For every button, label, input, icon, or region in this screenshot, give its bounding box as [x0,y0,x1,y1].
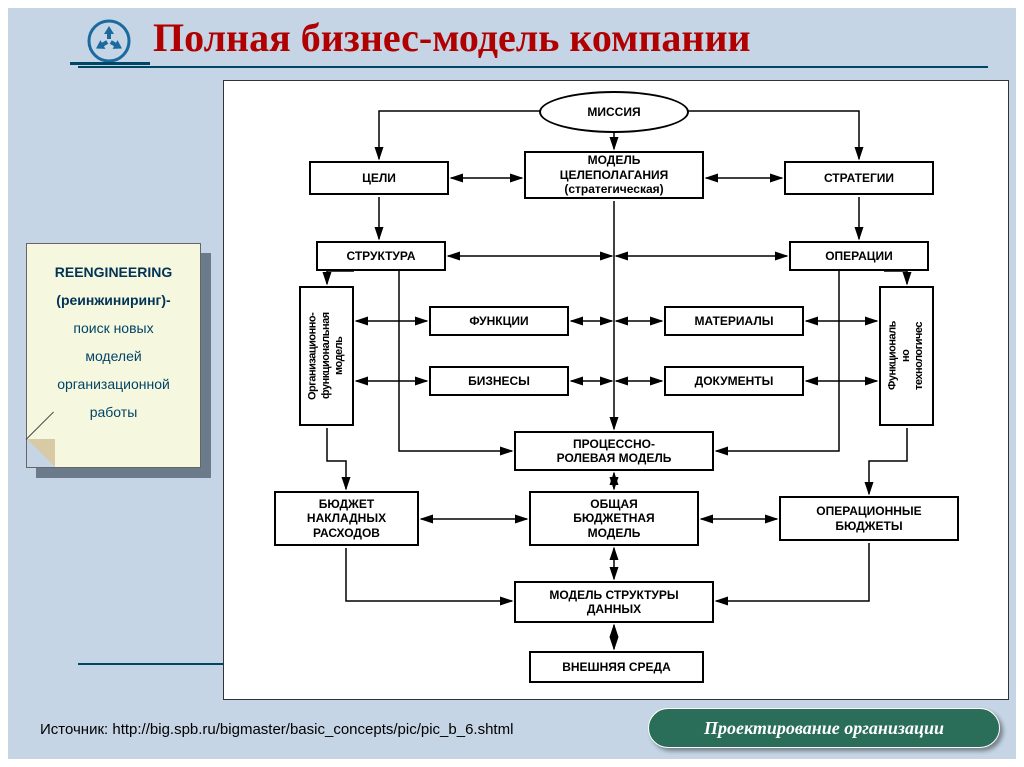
title-underline [78,66,988,68]
node-org_model: Организационно-функциональнаямодель [299,286,354,426]
footer-badge: Проектирование организации [648,708,1000,748]
slide: Полная бизнес-модель компании REENGINEER… [0,0,1024,767]
node-func_model: Функциональнотехнологичес [879,286,934,426]
node-proc_role: ПРОЦЕССНО-РОЛЕВАЯ МОДЕЛЬ [514,431,714,471]
recycle-icon [86,18,132,64]
bottom-underline [78,663,228,665]
sidebar-line2: (реинжиниринг)- [56,292,170,308]
sidebar-line1: REENGINEERING [55,264,172,280]
source-text: Источник: http://big.spb.ru/bigmaster/ba… [40,721,513,738]
node-oper_budget: ОПЕРАЦИОННЫЕБЮДЖЕТЫ [779,496,959,541]
node-mission: МИССИЯ [539,91,689,133]
node-businesses: БИЗНЕСЫ [429,366,569,396]
node-functions: ФУНКЦИИ [429,306,569,336]
node-operations: ОПЕРАЦИИ [789,241,929,271]
node-strategies: СТРАТЕГИИ [784,161,934,195]
node-budget_ovh: БЮДЖЕТНАКЛАДНЫХРАСХОДОВ [274,491,419,546]
node-environment: ВНЕШНЯЯ СРЕДА [529,651,704,683]
sidebar-line6: работы [90,404,138,420]
node-data_struct: МОДЕЛЬ СТРУКТУРЫДАННЫХ [514,581,714,623]
sidebar-line3: поиск новых [73,320,153,336]
page-title: Полная бизнес-модель компании [153,14,751,61]
node-materials: МАТЕРИАЛЫ [664,306,804,336]
node-goal_model: МОДЕЛЬЦЕЛЕПОЛАГАНИЯ(стратегическая) [524,151,704,199]
sidebar-line4: моделей [85,348,141,364]
sidebar-line5: организационной [57,376,170,392]
node-documents: ДОКУМЕНТЫ [664,366,804,396]
node-structure: СТРУКТУРА [316,241,446,271]
icon-underline [70,62,150,65]
sidebar-note: REENGINEERING (реинжиниринг)- поиск новы… [26,243,201,473]
node-gen_budget: ОБЩАЯБЮДЖЕТНАЯМОДЕЛЬ [529,491,699,546]
node-goals: ЦЕЛИ [309,161,449,195]
diagram-canvas: МИССИЯ ЦЕЛИ МОДЕЛЬЦЕЛЕПОЛАГАНИЯ(стратегиче… [223,80,1009,700]
